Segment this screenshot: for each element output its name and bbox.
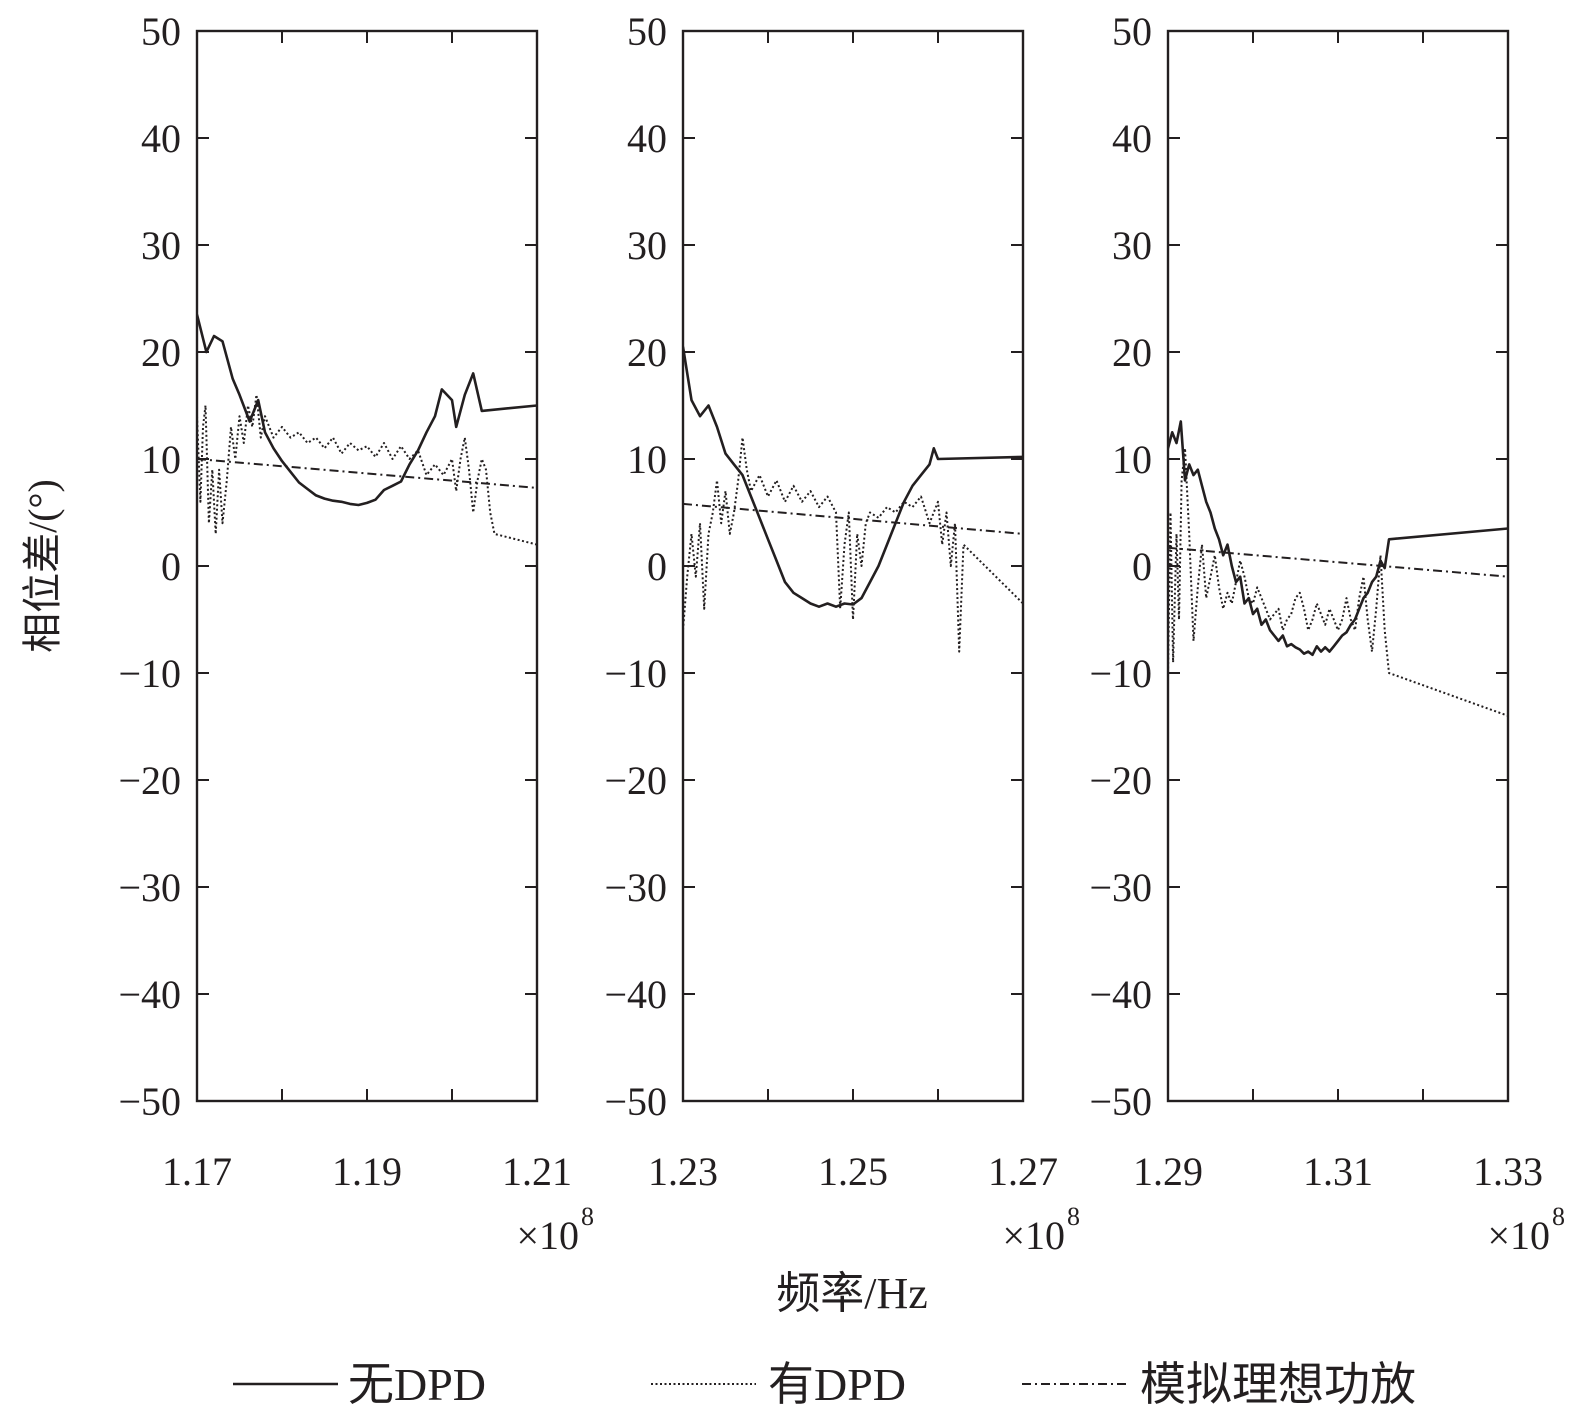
x-tick-label: 1.27 [988,1149,1058,1194]
y-tick-label: −40 [604,972,667,1017]
y-tick-label: 50 [627,9,667,54]
y-tick-label: 20 [627,330,667,375]
x-tick-label: 1.25 [818,1149,888,1194]
x-tick-label: 1.33 [1473,1149,1543,1194]
y-tick-label: 50 [1112,9,1152,54]
y-tick-label: 30 [1112,223,1152,268]
chart-panel-2: 50 40 30 20 10 0 −10 −20 −30 −40 −50 1.23 1.25 1.27 ×1… [604,9,1080,1258]
y-tick-label: −30 [604,865,667,910]
y-tick-label: 30 [627,223,667,268]
legend-item-1: 无DPD [233,1359,486,1410]
plot-frame [195,29,539,1103]
plot-frame [1166,29,1510,1103]
x-multiplier-exponent: 8 [1067,1202,1080,1231]
series-line-solid [1168,420,1508,657]
y-tick-label: 10 [1112,437,1152,482]
y-tick-label: −50 [1089,1079,1152,1124]
legend-item-3: 模拟理想功放 [1022,1359,1416,1410]
series-line-solid [683,346,1023,608]
x-tick-label: 1.23 [648,1149,718,1194]
x-multiplier-label: ×10 [516,1213,579,1258]
y-tick-label: 20 [1112,330,1152,375]
y-tick-label: 0 [161,544,181,589]
x-tick-label: 1.31 [1303,1149,1373,1194]
x-axis-label: 频率/Hz [776,1269,928,1318]
y-tick-label: −50 [604,1079,667,1124]
y-tick-label: 10 [627,437,667,482]
y-tick-label: −40 [118,972,181,1017]
x-tick-label: 1.19 [332,1149,402,1194]
chart-panels: 50 40 30 20 10 0 −10 −20 −30 −40 −50 1.17 1.19 1.21 ×1… [118,9,1565,1258]
y-tick-label: −10 [1089,651,1152,696]
legend: 无DPD 有DPD 模拟理想功放 [233,1359,1416,1410]
series-line-dashdot [1168,546,1508,578]
y-tick-label: 0 [1132,544,1152,589]
y-tick-label: 10 [141,437,181,482]
chart-panel-1: 50 40 30 20 10 0 −10 −20 −30 −40 −50 1.17 1.19 1.21 ×1… [118,9,594,1258]
x-tick-label: 1.21 [502,1149,572,1194]
series-line-dotted [683,436,1023,653]
y-tick-label: −50 [118,1079,181,1124]
y-tick-label: 40 [141,116,181,161]
y-tick-label: −10 [604,651,667,696]
y-tick-label: −20 [1089,758,1152,803]
y-tick-label: 40 [1112,116,1152,161]
legend-label: 无DPD [348,1359,486,1410]
legend-item-2: 有DPD [651,1359,906,1410]
series-line-dashdot [683,502,1023,535]
chart-panel-3: 50 40 30 20 10 0 −10 −20 −30 −40 −50 1.29 1.31 1.33 ×1… [1089,9,1565,1258]
legend-label: 有DPD [768,1359,906,1410]
y-tick-label: −30 [1089,865,1152,910]
x-tick-label: 1.17 [162,1149,232,1194]
y-tick-label: −20 [604,758,667,803]
y-tick-label: −10 [118,651,181,696]
y-tick-label: −30 [118,865,181,910]
y-tick-label: −20 [118,758,181,803]
y-tick-label: 0 [647,544,667,589]
series-line-dotted [1168,447,1508,717]
y-tick-label: −40 [1089,972,1152,1017]
x-multiplier-exponent: 8 [1552,1202,1565,1231]
y-tick-label: 50 [141,9,181,54]
series-line-solid [197,314,537,507]
x-multiplier-label: ×10 [1487,1213,1550,1258]
x-tick-label: 1.29 [1133,1149,1203,1194]
x-multiplier-label: ×10 [1002,1213,1065,1258]
x-multiplier-exponent: 8 [581,1202,594,1231]
plot-frame [681,29,1025,1103]
y-tick-label: 20 [141,330,181,375]
y-axis-label: 相位差/(°) [20,479,65,653]
series-line-dotted [197,393,537,546]
y-tick-label: 40 [627,116,667,161]
y-tick-label: 30 [141,223,181,268]
legend-label: 模拟理想功放 [1140,1359,1416,1410]
